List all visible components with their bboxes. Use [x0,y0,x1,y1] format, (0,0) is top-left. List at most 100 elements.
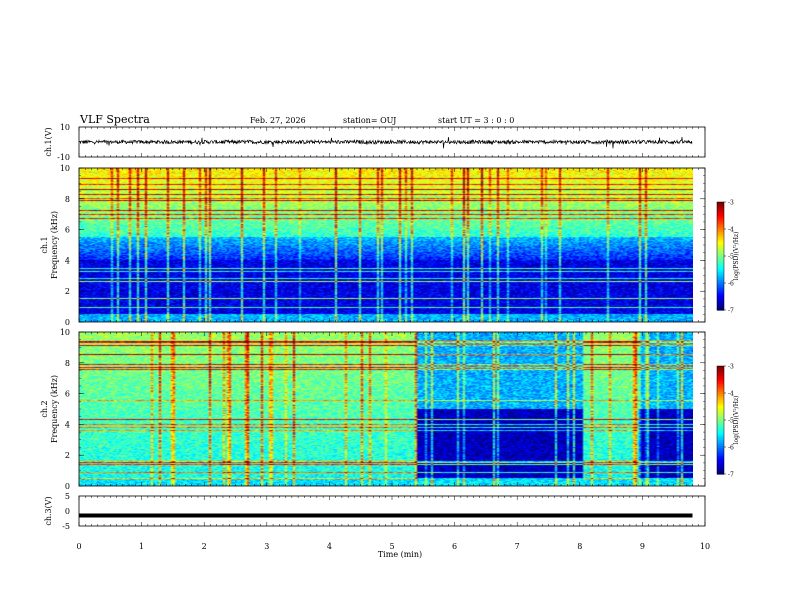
colorbar-cell [717,432,724,435]
colorbar-cell [717,254,724,257]
ch2-spectrogram-ylabel: Frequency (kHz) [50,375,59,443]
colorbar-cell [717,438,724,441]
ch1-spectrogram-ylabel: Frequency (kHz) [50,211,59,279]
colorbar-cell [717,368,724,371]
colorbar-cell [717,250,724,253]
colorbar-cell [717,210,724,213]
x-tick-label: 0 [76,542,81,551]
colorbar-cell [717,462,724,465]
colorbar-cell [717,394,724,397]
colorbar-cell [717,220,724,223]
colorbar-cell [717,412,724,415]
colorbar-cell [717,286,724,289]
x-tick-label: 2 [202,542,207,551]
ch3-waveform-panel: 5 0 -5 ch.3(V) [44,492,706,531]
colorbar-cell [717,208,724,211]
colorbar-cell [717,468,724,471]
colorbar-cell [717,390,724,393]
colorbar-cell [717,296,724,299]
colorbar-cell [717,410,724,413]
colorbar-cell [717,266,724,269]
colorbar-cell [717,274,724,277]
colorbar-cell [717,236,724,239]
colorbar-cell [717,222,724,225]
colorbar-cell [717,232,724,235]
colorbar-cell [717,402,724,405]
colorbar-cell [717,448,724,451]
colorbar-cell [717,308,724,311]
colorbar-cell [717,288,724,291]
colorbar-cell [717,396,724,399]
colorbar-cell [717,406,724,409]
ch1-waveform-ylabel: ch.1(V) [44,127,53,156]
colorbar-cell [717,228,724,231]
colorbar-cell [717,370,724,373]
colorbar-cell [717,386,724,389]
y-tick-label: 8 [65,195,70,204]
ch1-ytick-top: 10 [60,123,70,132]
colorbar-cell [717,268,724,271]
colorbar-cell [717,460,724,463]
y-tick-label: 0 [65,482,70,491]
y-tick-label: 2 [65,451,70,460]
colorbar-cell [717,398,724,401]
y-tick-label: 10 [60,164,70,173]
colorbar-cell [717,262,724,265]
colorbar-cell [717,256,724,259]
colorbar-cell [717,446,724,449]
colorbar-cell [717,214,724,217]
start-time-label: start UT = 3 : 0 : 0 [438,116,514,125]
x-tick-label: 9 [640,542,645,551]
colorbar-cell [717,234,724,237]
colorbar-cell [717,434,724,437]
colorbar-cell [717,384,724,387]
colorbar-cell [717,428,724,431]
ch1-waveform-panel: 10 -10 ch.1(V) [44,123,706,162]
ch2-spectrogram-ylabel-channel: ch.2 [40,400,49,417]
colorbar-cell [717,430,724,433]
colorbar-cell [717,408,724,411]
colorbar-cell [717,422,724,425]
colorbar-cell [717,258,724,261]
colorbar-cell [717,300,724,303]
colorbar-cell [717,280,724,283]
colorbar-tick-label: -4 [728,391,734,398]
date-label: Feb. 27, 2026 [250,116,306,125]
colorbar-cell [717,270,724,273]
y-tick-label: 10 [60,328,70,337]
colorbar-cell [717,202,724,205]
colorbar-cell [717,378,724,381]
colorbar-cell [717,440,724,443]
colorbar-cell [717,244,724,247]
colorbar-cell [717,456,724,459]
y-tick-label: 4 [65,420,70,429]
ch3-ytick-mid: 0 [65,507,70,516]
colorbar-tick-label: -5 [728,254,734,261]
colorbar-tick-label: -3 [728,364,734,371]
colorbar-cell [717,404,724,407]
colorbar-cell [717,218,724,221]
colorbar-tick-label: -6 [728,281,734,288]
y-tick-label: 8 [65,359,70,368]
ch1-spectrogram-yticks: 0 2 4 6 8 10 [60,164,705,327]
figure-title: VLF Spectra [79,113,150,126]
ch2-spectrogram-yticks: 0 2 4 6 8 10 [60,328,705,491]
colorbar-label: log(PSD)(V²/Hz) [733,396,740,445]
x-tick-label: 6 [452,542,457,551]
colorbar-cell [717,260,724,263]
ch3-waveform-frame [78,495,706,527]
colorbar-cell [717,380,724,383]
colorbar-cell [717,414,724,417]
colorbar-cell [717,224,724,227]
x-tick-label: 1 [139,542,144,551]
colorbar-cell [717,400,724,403]
colorbar-cell [717,298,724,301]
ch3-ytick-bottom: -5 [62,522,70,531]
time-axis-labels: 0 1 2 3 4 5 6 7 8 9 10 [76,542,710,551]
ch1-spectrogram-ylabel-channel: ch.1 [40,236,49,253]
time-axis-title: Time (min) [378,550,422,559]
colorbar-cell [717,216,724,219]
colorbar-cell [717,206,724,209]
colorbar-cell [717,464,724,467]
ch3-ytick-top: 5 [65,492,70,501]
